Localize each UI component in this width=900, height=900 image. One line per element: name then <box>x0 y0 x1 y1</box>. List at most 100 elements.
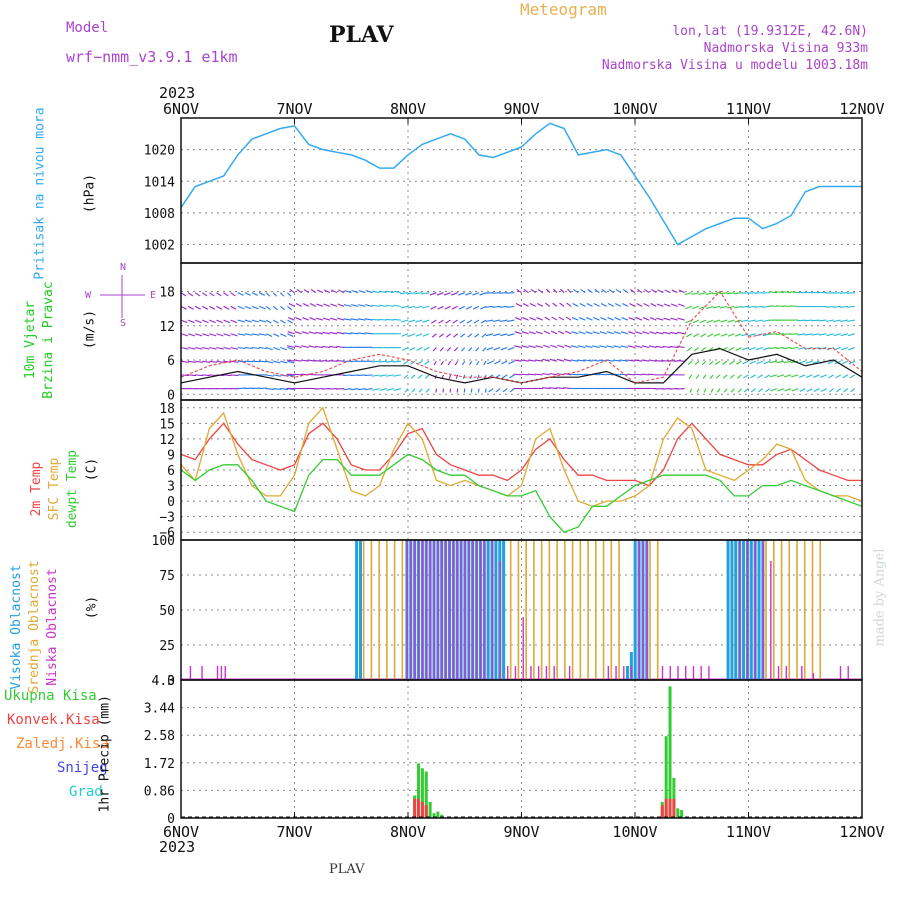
wind-arrow <box>648 359 657 362</box>
wind-arrow <box>223 374 232 377</box>
year-top: 2023 <box>159 84 196 102</box>
wind-arrow <box>700 333 707 338</box>
wind-arrow <box>448 374 452 380</box>
wind-arrow <box>813 374 820 378</box>
wind-arrow <box>302 303 309 307</box>
wind-arrow <box>418 388 423 393</box>
wind-arrow <box>431 319 437 324</box>
low-cloud-bar <box>414 540 416 680</box>
wind-arrow <box>776 346 785 350</box>
wind-arrow <box>805 360 813 364</box>
wind-arrow <box>322 317 331 321</box>
wind-arrow <box>635 317 643 321</box>
wind-arrow <box>757 374 763 379</box>
wind-arrow <box>535 331 543 335</box>
wind-arrow <box>323 303 331 307</box>
wind-arrow <box>402 360 409 365</box>
pressure-tick-label: 1020 <box>144 144 175 159</box>
cloud-tick-label: 100 <box>152 534 175 549</box>
wind-arrow <box>329 317 338 321</box>
high-cloud-legend: Visoka Oblacnost <box>9 564 24 690</box>
wind-arrow <box>556 358 565 362</box>
wind-arrow <box>629 303 636 307</box>
wind-arrow <box>364 374 373 377</box>
wind-arrow <box>805 374 813 378</box>
wind-arrow <box>843 388 849 393</box>
wind-arrow <box>244 319 252 323</box>
wind-arrow <box>741 333 749 337</box>
wind-arrow <box>594 289 600 294</box>
wind-arrow <box>244 333 253 336</box>
wind-arrow <box>783 333 792 335</box>
wind-arrow <box>202 346 210 350</box>
wind-arrow <box>719 292 728 295</box>
wind-arrow <box>343 388 352 391</box>
wind-arrow <box>230 333 238 337</box>
wind-arrow <box>676 360 685 362</box>
low-cloud-bar <box>201 666 203 680</box>
wind-arrow <box>566 302 572 307</box>
wind-arrow <box>709 374 714 379</box>
wind-arrow <box>839 305 848 308</box>
conv-precip-bar <box>660 805 664 818</box>
wind-arrow <box>530 289 536 294</box>
wind-arrow <box>393 388 402 391</box>
wind-arrow <box>529 303 536 307</box>
wind-arrow <box>757 388 764 393</box>
wind-arrow <box>649 317 657 321</box>
wind-arrow <box>287 345 295 349</box>
wind-arrow <box>560 288 565 294</box>
mid-cloud-legend: Srednja Oblacnost <box>27 560 42 694</box>
wind-arrow <box>223 292 229 297</box>
low-cloud-bar <box>437 540 439 680</box>
wind-arrow <box>670 331 678 335</box>
wind-arrow <box>754 305 763 308</box>
wind-arrow <box>272 319 279 324</box>
wind-arrow <box>508 374 515 379</box>
low-cloud-bar <box>607 666 610 680</box>
wind-arrow <box>716 388 721 393</box>
wind-arrow <box>642 331 650 335</box>
low-cloud-bar <box>685 666 687 680</box>
wind-arrow <box>289 289 295 294</box>
wind-arrow <box>784 388 792 392</box>
wind-arrow <box>565 316 572 321</box>
wind-arrow <box>641 345 650 349</box>
wind-arrow <box>687 360 693 366</box>
wind-arrow <box>251 333 260 336</box>
wind-arrow <box>431 333 437 338</box>
wind-arrow <box>585 331 593 335</box>
low-cloud-bar <box>452 540 455 680</box>
wind-arrow <box>258 346 267 350</box>
wind-arrow <box>458 305 465 310</box>
wind-arrow <box>258 319 267 323</box>
wind-arrow <box>649 331 657 335</box>
wind-arrow <box>714 360 721 365</box>
total-precip-bar <box>672 777 676 818</box>
high-cloud-bar <box>494 540 498 680</box>
wind-speed-line <box>180 347 863 384</box>
wind-arrow <box>527 359 536 362</box>
wind-arrow <box>691 292 699 296</box>
wind-arrow <box>287 331 295 335</box>
wind-arrow <box>230 360 239 363</box>
wind-arrow <box>350 374 359 377</box>
mid-cloud-bar <box>556 540 558 680</box>
cloud-tick-label: 50 <box>159 604 175 619</box>
x-tick-label-bottom: 11NOV <box>726 823 771 841</box>
wind-arrow <box>485 305 494 308</box>
wind-arrow <box>790 346 799 350</box>
wind-arrow <box>273 388 282 391</box>
wind-arrow <box>543 330 551 335</box>
wind-arrow <box>762 319 770 323</box>
wind-arrow <box>671 289 678 294</box>
wind-arrow <box>818 319 827 322</box>
wind-arrow <box>407 292 416 295</box>
mid-cloud-bar <box>773 540 775 680</box>
wind-arrow <box>849 374 856 379</box>
wind-arrow <box>209 333 217 337</box>
total-precip-bar <box>664 736 668 818</box>
low-cloud-bar <box>224 666 226 680</box>
wind-arrow <box>379 290 387 294</box>
wind-arrow <box>607 303 614 307</box>
